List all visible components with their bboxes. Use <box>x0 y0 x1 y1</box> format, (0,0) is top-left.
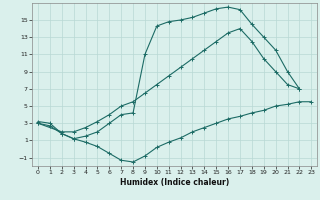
X-axis label: Humidex (Indice chaleur): Humidex (Indice chaleur) <box>120 178 229 187</box>
